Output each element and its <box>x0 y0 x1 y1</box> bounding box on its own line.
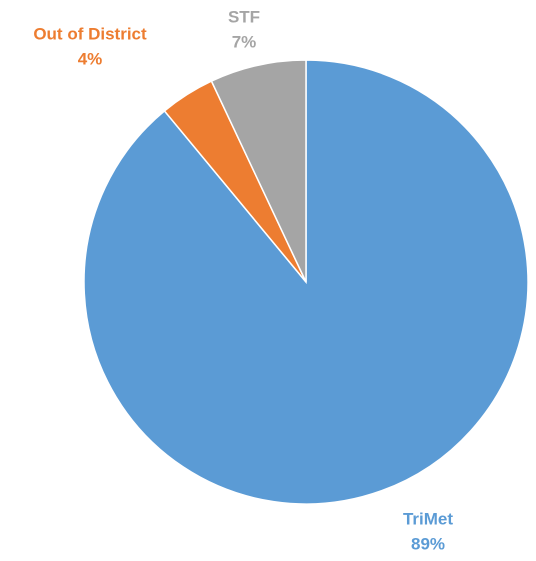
slice-value: 4% <box>78 49 103 68</box>
slice-label: Out of District <box>33 24 147 43</box>
slice-value: 89% <box>411 534 445 553</box>
slice-value: 7% <box>232 32 257 51</box>
pie-slice <box>210 59 307 283</box>
slice-label: TriMet <box>403 509 453 528</box>
slice-label: STF <box>228 7 260 26</box>
